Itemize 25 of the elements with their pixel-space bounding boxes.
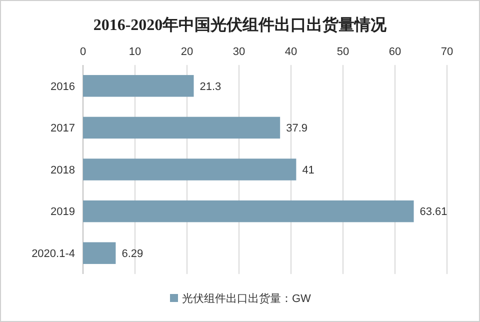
legend-label: 光伏组件出口出货量：GW xyxy=(182,292,312,305)
x-tick-label: 40 xyxy=(284,46,298,58)
bar xyxy=(83,158,296,180)
x-tick-label: 70 xyxy=(440,46,454,58)
y-tick-label: 2019 xyxy=(50,206,75,218)
bar xyxy=(83,116,280,139)
x-tick-label: 10 xyxy=(128,46,142,58)
bar xyxy=(83,75,194,97)
data-label: 6.29 xyxy=(122,248,144,260)
x-tick-label: 30 xyxy=(232,46,246,58)
x-tick-label: 60 xyxy=(388,46,402,58)
x-tick-label: 20 xyxy=(180,46,194,58)
y-tick-label: 2020.1-4 xyxy=(32,248,75,260)
data-label: 37.9 xyxy=(286,122,308,135)
bar xyxy=(83,200,414,222)
y-tick-label: 2018 xyxy=(50,164,75,176)
x-tick-label: 50 xyxy=(336,46,350,58)
bar xyxy=(83,242,116,264)
y-tick-label: 2017 xyxy=(50,122,75,135)
chart-title: 2016-2020年中国光伏组件出口出货量情况 xyxy=(93,16,388,34)
data-label: 63.61 xyxy=(420,206,448,218)
y-tick-label: 2016 xyxy=(50,80,75,93)
data-label: 41 xyxy=(302,164,314,176)
x-tick-label: 0 xyxy=(80,46,86,58)
data-label: 21.3 xyxy=(200,80,222,93)
